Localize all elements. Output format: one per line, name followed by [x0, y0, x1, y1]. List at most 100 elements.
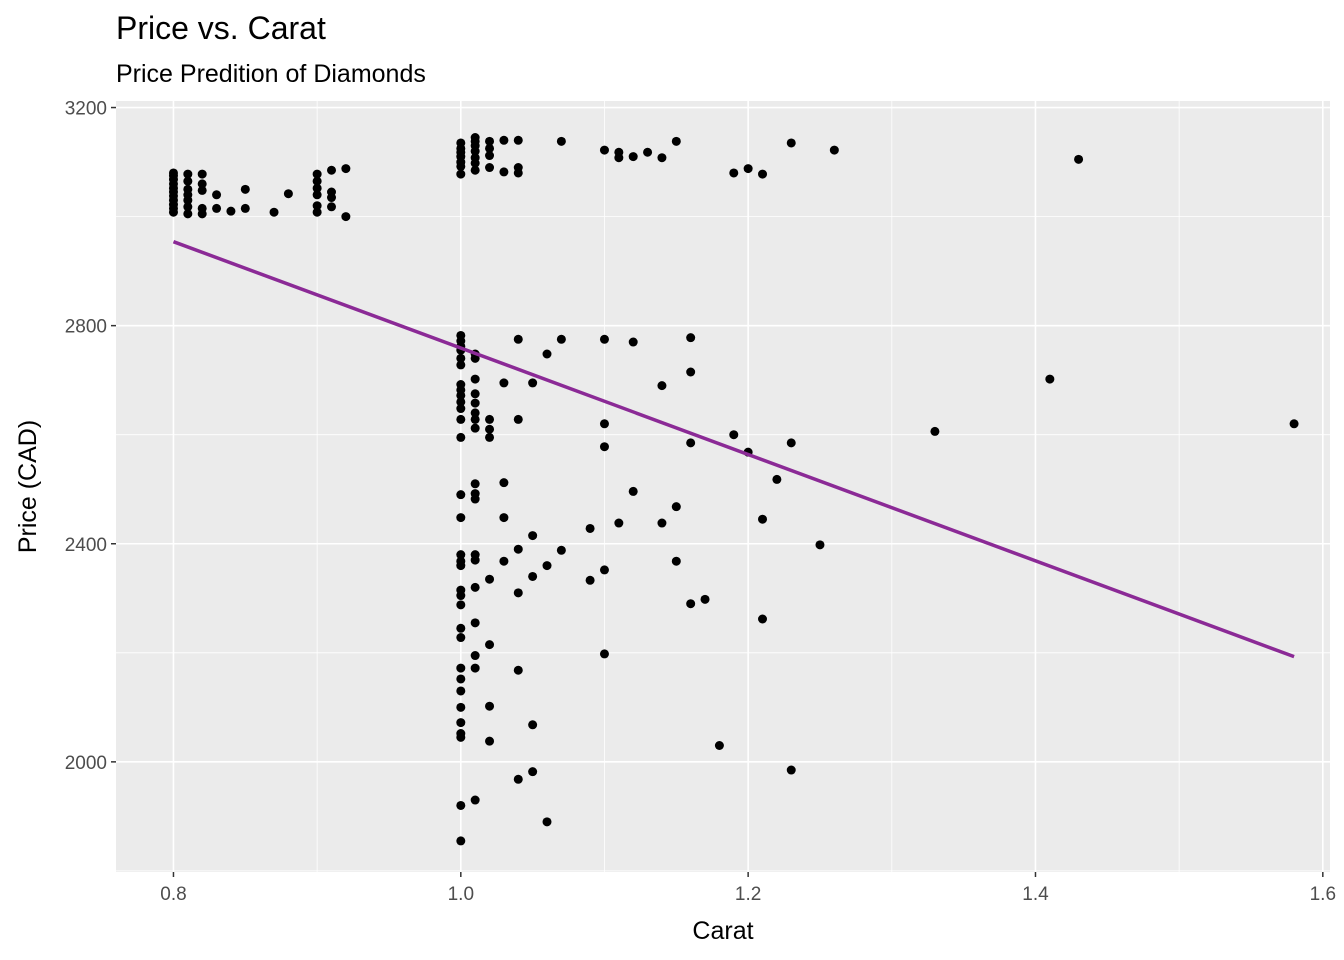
chart-title: Price vs. Carat	[116, 10, 326, 46]
data-point	[470, 158, 480, 168]
data-point	[456, 732, 466, 742]
data-point	[456, 360, 466, 370]
data-point	[312, 169, 322, 179]
data-point	[183, 209, 193, 219]
data-point	[556, 545, 566, 555]
data-point	[456, 633, 466, 643]
data-point	[312, 207, 322, 217]
data-point	[470, 414, 480, 424]
grid-minor	[116, 101, 1330, 872]
data-point	[758, 514, 768, 524]
data-point	[829, 145, 839, 155]
trend-line-group	[172, 240, 1295, 659]
data-point	[542, 561, 552, 571]
data-point	[786, 765, 796, 775]
x-tick-label: 1.4	[1022, 884, 1049, 905]
data-point	[700, 594, 710, 604]
data-point	[183, 176, 193, 186]
data-point	[327, 193, 337, 203]
data-point	[485, 143, 495, 153]
data-point	[485, 151, 495, 161]
data-point	[456, 414, 466, 424]
data-point	[743, 164, 753, 174]
data-point	[456, 490, 466, 500]
data-point	[470, 651, 480, 661]
data-point	[485, 736, 495, 746]
data-point	[599, 145, 609, 155]
data-point	[456, 591, 466, 601]
data-point	[456, 432, 466, 442]
data-point	[729, 168, 739, 178]
data-point	[671, 502, 681, 512]
data-point	[930, 426, 940, 436]
data-point	[168, 207, 178, 217]
data-point	[456, 169, 466, 179]
data-point	[513, 588, 523, 598]
data-point	[528, 720, 538, 730]
data-point	[456, 390, 466, 400]
data-point	[485, 136, 495, 146]
data-point	[1045, 374, 1055, 384]
trend-line	[172, 240, 1295, 659]
data-point	[485, 574, 495, 584]
data-point	[513, 334, 523, 344]
data-point	[485, 414, 495, 424]
data-point	[197, 179, 207, 189]
data-point	[470, 663, 480, 673]
data-point	[456, 397, 466, 407]
data-point	[212, 190, 222, 200]
data-point	[485, 432, 495, 442]
data-point	[657, 153, 667, 163]
x-axis-title: Carat	[692, 917, 753, 945]
data-point	[470, 165, 480, 175]
data-point	[470, 555, 480, 565]
data-point	[513, 168, 523, 178]
data-point	[485, 701, 495, 711]
data-point	[513, 774, 523, 784]
data-point	[470, 618, 480, 628]
data-point	[714, 740, 724, 750]
data-point	[528, 531, 538, 541]
data-point	[456, 686, 466, 696]
grid-major	[116, 101, 1330, 872]
data-point	[456, 623, 466, 633]
data-point	[499, 167, 509, 177]
data-point	[197, 169, 207, 179]
data-point	[470, 494, 480, 504]
data-point	[183, 169, 193, 179]
data-point	[485, 424, 495, 434]
data-point	[513, 544, 523, 554]
data-point	[772, 474, 782, 484]
data-point	[470, 479, 480, 489]
data-point	[786, 138, 796, 148]
data-point	[341, 164, 351, 174]
data-point	[628, 152, 638, 162]
data-point	[269, 207, 279, 217]
data-point	[599, 442, 609, 452]
data-point	[1289, 419, 1299, 429]
data-point	[240, 203, 250, 213]
data-point	[815, 540, 825, 550]
data-point	[528, 767, 538, 777]
data-point	[585, 523, 595, 533]
data-point	[786, 438, 796, 448]
data-point	[1074, 154, 1084, 164]
x-tick-label: 1.2	[735, 884, 761, 905]
data-point	[312, 183, 322, 193]
data-point	[240, 184, 250, 194]
data-point	[470, 582, 480, 592]
data-point	[456, 663, 466, 673]
data-point	[686, 367, 696, 377]
data-point	[197, 209, 207, 219]
data-point	[686, 599, 696, 609]
data-point	[513, 135, 523, 145]
data-point	[327, 202, 337, 212]
data-point	[226, 206, 236, 216]
x-axis: 0.8 1.0 1.2 1.4 1.6	[160, 872, 1336, 905]
data-point	[485, 163, 495, 173]
data-point	[499, 135, 509, 145]
data-point	[599, 334, 609, 344]
y-tick-label: 3200	[65, 99, 107, 120]
data-point	[456, 600, 466, 610]
